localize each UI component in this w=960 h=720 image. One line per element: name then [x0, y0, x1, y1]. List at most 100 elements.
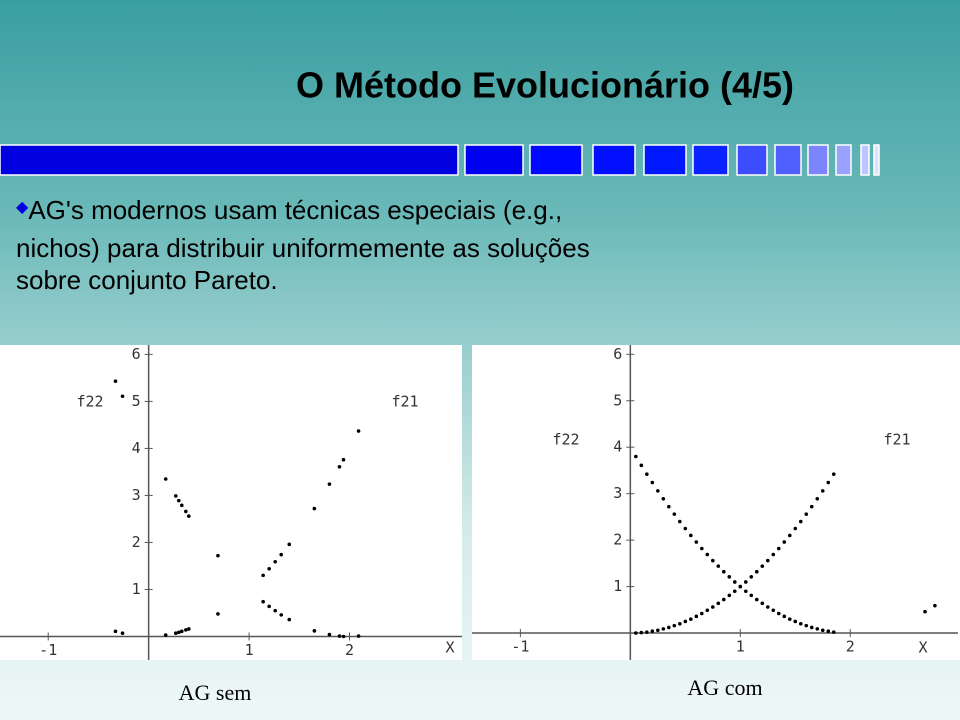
y-tick-label: 3 — [132, 486, 141, 504]
point — [176, 498, 181, 503]
slide-title: O Método Evolucionário (4/5) — [296, 65, 794, 106]
y-tick-label: 2 — [132, 533, 141, 551]
point — [809, 625, 814, 630]
point — [267, 604, 271, 609]
y-tick-label: 4 — [613, 438, 622, 456]
point — [661, 627, 666, 631]
point — [749, 575, 754, 579]
point — [173, 631, 178, 636]
point — [273, 608, 277, 613]
y-tick-label: 6 — [132, 345, 141, 363]
point — [163, 477, 168, 481]
point — [356, 429, 361, 433]
point — [634, 631, 638, 635]
point — [179, 629, 184, 634]
y-tick-label: 6 — [613, 345, 622, 363]
point — [683, 526, 688, 531]
point — [787, 617, 792, 621]
point — [356, 634, 361, 638]
point — [667, 625, 671, 630]
point — [826, 480, 831, 485]
point — [267, 566, 271, 571]
point — [760, 601, 765, 606]
point — [831, 630, 836, 634]
point — [683, 619, 688, 624]
point — [187, 627, 191, 631]
point — [645, 630, 649, 634]
x-tick-label: 1 — [736, 638, 745, 656]
point — [672, 512, 677, 516]
point — [776, 611, 781, 616]
point — [743, 580, 748, 584]
point — [173, 494, 178, 498]
point — [716, 564, 721, 568]
point — [793, 619, 798, 624]
point — [749, 593, 754, 598]
y-tick-label: 5 — [132, 392, 141, 410]
point — [650, 629, 655, 633]
point — [705, 608, 710, 613]
y-tick-label: 2 — [613, 531, 622, 549]
chart-panel — [472, 345, 960, 660]
x-tick-label: -1 — [511, 638, 529, 656]
point — [634, 454, 638, 459]
point — [721, 597, 726, 602]
point — [312, 629, 317, 633]
bullet-text: ◆AG's modernos usam técnicas especiais (… — [16, 195, 562, 225]
x-axis-label: X — [445, 639, 454, 657]
point — [804, 512, 809, 516]
point — [661, 496, 666, 501]
point — [705, 552, 710, 557]
point — [793, 526, 798, 531]
x-axis-label: X — [918, 639, 927, 657]
point — [645, 472, 649, 476]
y-tick-label: 5 — [613, 391, 622, 409]
point — [656, 628, 660, 633]
point — [787, 533, 792, 538]
point — [672, 623, 677, 628]
point — [273, 559, 277, 564]
point — [782, 540, 787, 544]
point — [678, 621, 682, 626]
point — [656, 489, 660, 493]
point — [279, 613, 284, 617]
series-label: f21 — [883, 431, 910, 449]
point — [341, 457, 346, 462]
point — [754, 569, 759, 574]
point — [650, 480, 655, 485]
point — [760, 564, 765, 568]
point — [923, 609, 927, 614]
series-label: f22 — [552, 431, 579, 449]
point — [689, 617, 693, 621]
point — [754, 597, 759, 602]
series-label: f21 — [391, 393, 418, 411]
point — [820, 489, 825, 493]
bullet-line: AG's modernos usam técnicas especiais (e… — [28, 195, 562, 225]
point — [337, 634, 342, 638]
point — [831, 472, 836, 476]
point — [721, 569, 726, 574]
point — [798, 621, 803, 626]
point — [678, 519, 682, 524]
point — [771, 552, 776, 557]
x-tick-label: 2 — [846, 638, 855, 656]
x-tick-label: -1 — [39, 641, 57, 659]
point — [933, 603, 937, 608]
point — [711, 558, 715, 563]
point — [327, 632, 332, 637]
point — [732, 589, 737, 594]
point — [700, 546, 704, 551]
point — [738, 584, 743, 589]
point — [771, 608, 776, 613]
point — [716, 601, 721, 606]
point — [765, 558, 770, 563]
point — [261, 599, 265, 604]
point — [798, 519, 803, 524]
point — [312, 506, 317, 511]
point — [187, 514, 191, 518]
caption: AG com — [687, 675, 762, 700]
point — [804, 623, 809, 628]
